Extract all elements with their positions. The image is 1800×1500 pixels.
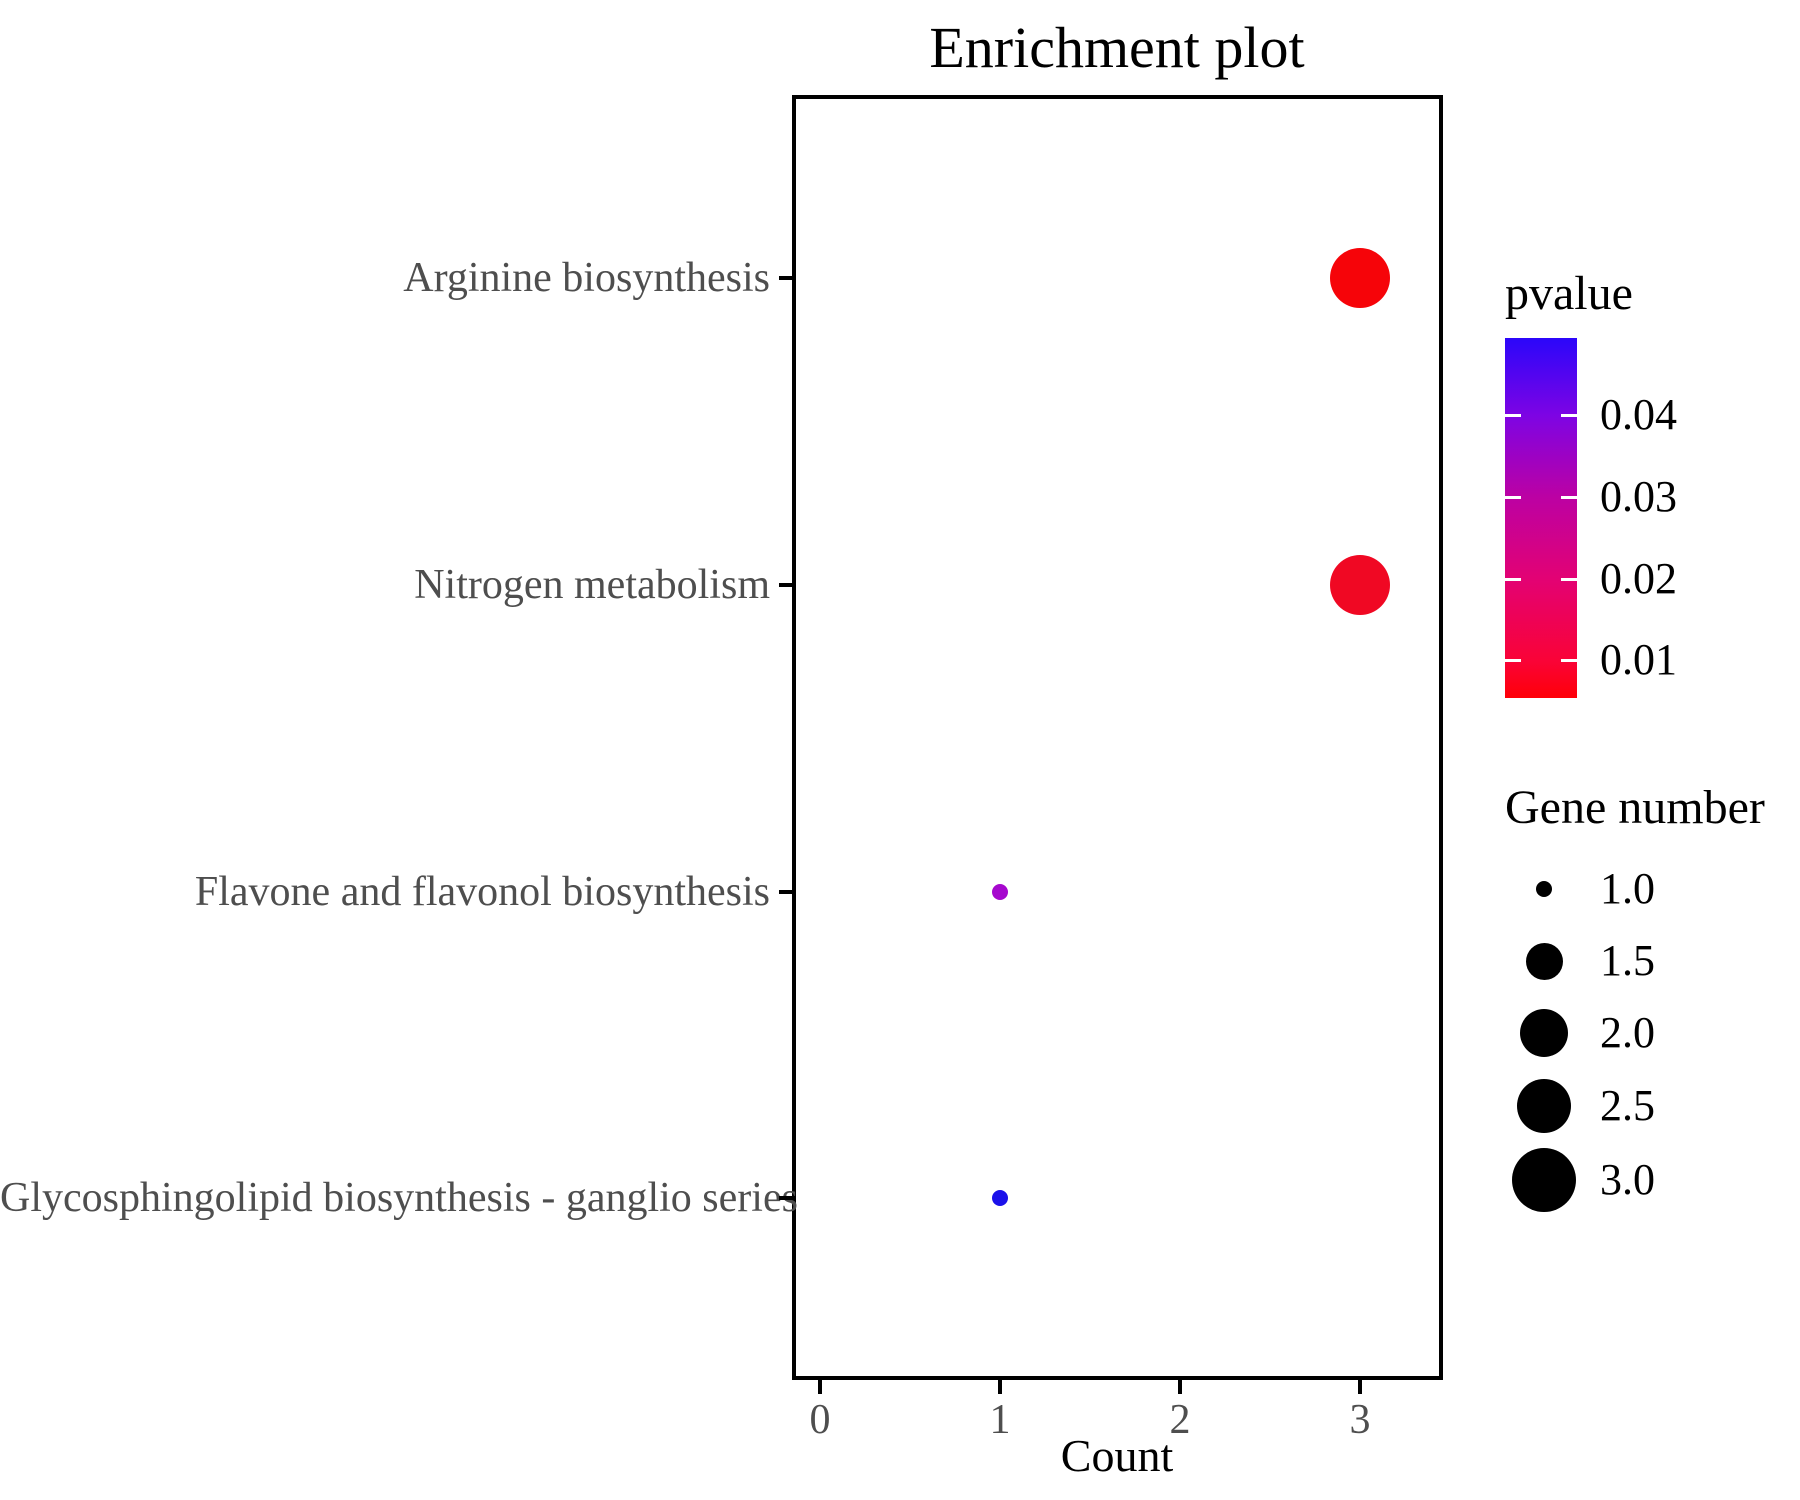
x-tick-mark	[818, 1380, 822, 1394]
x-axis-title: Count	[1060, 1430, 1174, 1481]
plot-title: Enrichment plot	[929, 15, 1305, 80]
data-point-glycosphingolipid-biosynthesis	[992, 1190, 1008, 1206]
gene-number-label: 2.5	[1600, 1081, 1655, 1130]
colorbar-tick	[1505, 496, 1521, 499]
size-key-dot-2.5	[1517, 1079, 1571, 1133]
size-key-dot-3.0	[1512, 1148, 1576, 1212]
y-tick-mark	[779, 890, 792, 894]
size-key-dot-2.0	[1520, 1009, 1568, 1057]
gene-number-label: 2.0	[1600, 1008, 1655, 1057]
y-axis-label: Arginine biosynthesis	[403, 255, 770, 301]
size-key-dot-1.5	[1526, 943, 1563, 980]
x-tick-label: 0	[809, 1397, 831, 1443]
x-tick-label: 2	[1169, 1397, 1191, 1443]
colorbar-tick	[1561, 578, 1577, 581]
colorbar-tick	[1505, 414, 1521, 417]
colorbar-tick	[1561, 659, 1577, 662]
x-tick-mark	[1178, 1380, 1182, 1394]
pvalue-tick-label: 0.03	[1600, 472, 1677, 521]
colorbar-tick	[1561, 496, 1577, 499]
y-tick-mark	[779, 583, 792, 587]
gene-number-label: 1.0	[1600, 864, 1655, 913]
pvalue-tick-label: 0.02	[1600, 554, 1677, 603]
pvalue-legend-title: pvalue	[1505, 267, 1633, 320]
x-tick-label: 3	[1349, 1397, 1371, 1443]
x-tick-mark	[1358, 1380, 1362, 1394]
x-tick-label: 1	[989, 1397, 1011, 1443]
size-key-dot-1.0	[1536, 881, 1552, 897]
colorbar-tick	[1561, 414, 1577, 417]
plot-panel	[792, 95, 1443, 1380]
data-point-flavone-flavonol-biosynthesis	[992, 884, 1008, 900]
x-tick-mark	[998, 1380, 1002, 1394]
gene-number-label: 1.5	[1600, 936, 1655, 985]
y-tick-mark	[779, 276, 792, 280]
data-point-nitrogen-metabolism	[1330, 555, 1390, 615]
y-axis-label: Flavone and flavonol biosynthesis	[194, 869, 770, 915]
colorbar-tick	[1505, 659, 1521, 662]
y-axis-label: Glycosphingolipid biosynthesis - ganglio…	[0, 1175, 798, 1221]
colorbar-tick	[1505, 578, 1521, 581]
pvalue-tick-label: 0.04	[1600, 390, 1677, 439]
pvalue-colorbar	[1505, 338, 1577, 698]
data-point-arginine-biosynthesis	[1330, 248, 1390, 308]
y-axis-label: Nitrogen metabolism	[414, 562, 770, 608]
gene-number-label: 3.0	[1600, 1155, 1655, 1204]
pvalue-tick-label: 0.01	[1600, 635, 1677, 684]
gene-number-legend-title: Gene number	[1505, 781, 1765, 834]
y-tick-mark	[779, 1196, 792, 1200]
